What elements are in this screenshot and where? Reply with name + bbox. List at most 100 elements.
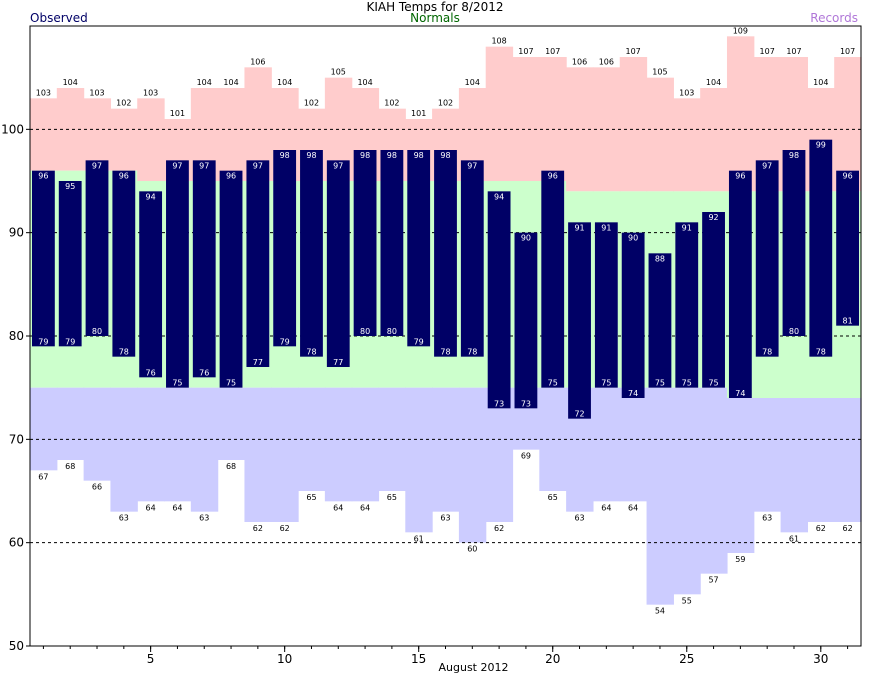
record-low-band — [56, 387, 85, 460]
record-high-band — [619, 57, 648, 192]
record-low-label: 69 — [521, 452, 531, 461]
observed-high-label: 95 — [65, 182, 75, 191]
observed-high-label: 92 — [708, 213, 718, 222]
record-high-band — [726, 36, 755, 192]
record-low-band — [137, 387, 165, 502]
record-high-label: 107 — [840, 47, 855, 56]
x-tick-label: 5 — [147, 652, 155, 666]
observed-high-label: 97 — [199, 161, 209, 170]
record-low-band — [646, 387, 674, 605]
record-low-label: 68 — [226, 462, 236, 471]
observed-high-label: 97 — [333, 161, 343, 170]
record-high-label: 103 — [143, 88, 158, 97]
record-low-band — [753, 398, 782, 512]
record-high-label: 106 — [250, 57, 265, 66]
record-low-label: 66 — [92, 483, 102, 492]
record-low-band — [30, 387, 58, 471]
record-high-band — [30, 98, 58, 171]
record-low-band — [458, 387, 487, 543]
observed-high-label: 96 — [38, 172, 48, 181]
observed-high-label: 96 — [735, 172, 745, 181]
record-low-label: 64 — [628, 503, 638, 512]
record-high-band — [110, 108, 138, 171]
record-low-label: 64 — [601, 503, 611, 512]
observed-high-label: 97 — [762, 161, 772, 170]
observed-bar — [782, 150, 806, 336]
observed-bar — [407, 150, 431, 347]
observed-high-label: 98 — [414, 151, 424, 160]
record-high-band — [700, 88, 728, 192]
observed-low-label: 77 — [333, 358, 343, 367]
observed-high-label: 90 — [521, 234, 531, 243]
y-tick-label: 50 — [9, 639, 24, 653]
observed-low-label: 78 — [762, 348, 772, 357]
record-low-label: 64 — [172, 503, 182, 512]
observed-bar — [809, 139, 833, 357]
record-high-label: 104 — [197, 78, 212, 87]
observed-high-label: 94 — [146, 192, 156, 201]
record-high-label: 104 — [813, 78, 828, 87]
observed-bar — [300, 150, 323, 357]
observed-low-label: 75 — [548, 379, 558, 388]
record-low-label: 60 — [467, 545, 477, 554]
record-low-label: 55 — [682, 596, 692, 605]
record-low-band — [190, 387, 219, 512]
observed-bar — [58, 181, 82, 347]
record-high-label: 107 — [760, 47, 775, 56]
observed-bar — [85, 160, 109, 336]
observed-bar — [594, 222, 618, 388]
record-high-label: 102 — [116, 99, 131, 108]
record-low-band — [324, 387, 353, 502]
observed-low-label: 79 — [38, 337, 48, 346]
record-high-label: 104 — [465, 78, 480, 87]
record-low-band — [780, 398, 808, 533]
observed-low-label: 78 — [467, 348, 477, 357]
observed-bar — [541, 170, 565, 388]
record-low-label: 63 — [574, 514, 584, 523]
observed-high-label: 96 — [226, 172, 236, 181]
record-low-label: 62 — [494, 524, 504, 533]
observed-bar — [836, 170, 859, 326]
record-low-label: 63 — [199, 514, 209, 523]
observed-low-label: 75 — [601, 379, 611, 388]
observed-bar — [514, 232, 538, 409]
observed-bar — [219, 170, 243, 388]
observed-low-label: 76 — [146, 368, 156, 377]
observed-high-label: 88 — [655, 254, 665, 263]
record-high-band — [83, 98, 112, 171]
record-low-label: 65 — [306, 493, 316, 502]
chart-title: KIAH Temps for 8/2012 — [366, 0, 504, 14]
observed-high-label: 96 — [548, 172, 558, 181]
record-low-label: 67 — [38, 472, 48, 481]
observed-low-label: 77 — [253, 358, 263, 367]
observed-bar — [434, 150, 457, 357]
record-high-label: 101 — [411, 109, 426, 118]
observed-low-label: 75 — [682, 379, 692, 388]
record-low-label: 63 — [440, 514, 450, 523]
observed-bar — [568, 222, 591, 419]
record-low-label: 63 — [762, 514, 772, 523]
record-high-label: 104 — [223, 78, 238, 87]
observed-low-label: 79 — [65, 337, 75, 346]
record-high-label: 106 — [572, 57, 587, 66]
record-high-label: 103 — [89, 88, 104, 97]
record-low-label: 65 — [548, 493, 558, 502]
record-high-label: 108 — [491, 37, 506, 46]
observed-low-label: 74 — [735, 389, 745, 398]
observed-bar — [353, 150, 377, 336]
record-low-label: 62 — [816, 524, 826, 533]
record-low-band — [217, 387, 246, 460]
observed-high-label: 91 — [574, 223, 584, 232]
observed-high-label: 98 — [360, 151, 370, 160]
observed-high-label: 97 — [253, 161, 263, 170]
record-low-label: 61 — [414, 534, 424, 543]
observed-bar — [675, 222, 699, 388]
record-low-band — [726, 398, 755, 553]
record-low-label: 62 — [843, 524, 853, 533]
observed-bar — [112, 170, 136, 357]
observed-low-label: 72 — [574, 410, 584, 419]
record-high-label: 109 — [733, 26, 748, 35]
observed-bar — [273, 150, 297, 347]
observed-low-label: 78 — [306, 348, 316, 357]
record-high-label: 103 — [679, 88, 694, 97]
